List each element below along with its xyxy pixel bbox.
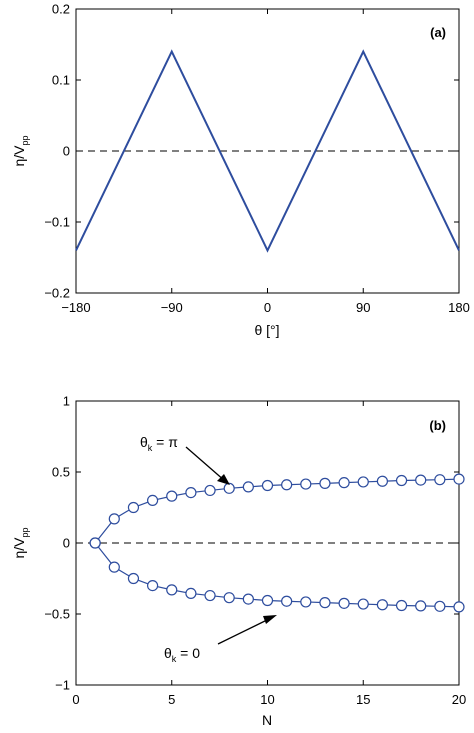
panel-b-series-0-point <box>453 473 465 485</box>
panel-b-series-1-point <box>415 600 427 612</box>
panel-b-series-1-point <box>453 601 465 613</box>
y-tick-label: 0.2 <box>52 2 70 17</box>
panel-b-series-1-point <box>357 598 369 610</box>
y-tick-label: −1 <box>55 678 70 693</box>
panel-b-series-0-point <box>147 494 159 506</box>
panel-b-series-1-point <box>281 595 293 607</box>
panel-b-series-1-point <box>376 599 388 611</box>
panel-b-series-1-point <box>300 596 312 608</box>
panel-b-series-1-point <box>395 599 408 612</box>
panel-a-series-line <box>75 49 460 253</box>
panel-a-label: (a) <box>430 25 446 40</box>
panel-b-series-1-point <box>434 600 446 612</box>
y-tick-label: −0.5 <box>44 607 70 622</box>
panel-b-series-0-point <box>300 478 312 490</box>
panel-b-series-1-point <box>185 587 197 600</box>
annotation-theta-k-0-arrowhead <box>263 615 277 624</box>
panel-b-series-1-point <box>319 597 331 609</box>
y-tick-label: 0 <box>63 144 70 159</box>
panel-b-series-1-point <box>89 537 101 549</box>
x-tick-label: −90 <box>161 300 183 315</box>
panel-b-series-0-point <box>395 474 408 487</box>
panel-b-series-0-point <box>357 476 369 488</box>
x-tick-label: −180 <box>61 300 90 315</box>
x-tick-label: 5 <box>168 692 175 707</box>
panel-b-series-0-point <box>185 486 197 499</box>
panel-b: 0 5 10 15 20 −1 −0.5 0 0.5 1 (b) θk = π θk = 0 N… <box>11 394 466 729</box>
panel-b-series-1-point <box>338 597 350 609</box>
x-tick-label: 0 <box>72 692 79 707</box>
annotation-theta-k-pi-arrowhead <box>217 474 230 485</box>
panel-b-label: (b) <box>429 418 446 433</box>
panel-b-series-0-point <box>166 490 178 502</box>
panel-b-y-axis-label: η/Vpp <box>11 527 30 558</box>
panel-a-x-ticks: −180 −90 0 90 180 <box>61 9 470 315</box>
panel-b-series-0-point <box>415 474 427 486</box>
panel-b-series-1-point <box>166 584 178 596</box>
panel-a-y-axis-label: η/Vpp <box>11 135 30 166</box>
annotation-theta-k-pi-arrow <box>185 446 226 482</box>
panel-b-series-0-point <box>376 475 388 487</box>
x-tick-label: 15 <box>356 692 370 707</box>
panel-b-series-0-point <box>261 479 274 492</box>
panel-b-series-0-point <box>127 501 140 514</box>
annotation-theta-k-0: θk = 0 <box>164 615 277 664</box>
y-tick-label: 1 <box>63 394 70 409</box>
y-tick-label: −0.2 <box>44 286 70 301</box>
panel-b-series-0-point <box>281 479 293 491</box>
panel-b-series-0-point <box>108 513 120 525</box>
y-tick-label: 0.5 <box>52 465 70 480</box>
panel-b-series-1-point <box>204 589 216 602</box>
panel-b-series-0-point <box>242 481 254 493</box>
y-tick-label: 0.1 <box>52 73 70 88</box>
panel-b-x-ticks: 0 5 10 15 20 <box>72 401 466 707</box>
panel-b-y-ticks: −1 −0.5 0 0.5 1 <box>44 394 459 693</box>
x-tick-label: 0 <box>264 300 271 315</box>
annotation-theta-k-pi: θk = π <box>140 434 230 485</box>
panel-b-series-1-point <box>147 579 159 592</box>
x-tick-label: 180 <box>448 300 470 315</box>
x-tick-label: 20 <box>452 692 466 707</box>
panel-b-series-0-point <box>223 482 235 494</box>
panel-b-series-line-0 <box>94 478 460 544</box>
panel-b-series-line-1 <box>94 542 460 608</box>
panel-a-y-ticks: −0.2 −0.1 0 0.1 0.2 <box>44 2 459 301</box>
annotation-theta-k-0-text: θk = 0 <box>164 645 200 664</box>
panel-b-series-1-point <box>127 572 140 585</box>
panel-b-series-0-point <box>434 474 446 486</box>
panel-b-series-0-point <box>319 477 331 489</box>
panel-a: −180 −90 0 90 180 −0.2−0.100.10.2 (a) θ [°] … <box>11 2 470 339</box>
x-tick-label: 10 <box>260 692 274 707</box>
panel-b-series-1-point <box>242 593 254 605</box>
panel-b-series-0-point <box>338 477 350 489</box>
panel-b-series-1-point <box>223 592 235 604</box>
panel-b-x-axis-label: N <box>262 712 272 728</box>
panel-b-series-0-point <box>204 484 216 497</box>
annotation-theta-k-pi-text: θk = π <box>140 434 178 453</box>
panel-a-x-axis-label: θ [°] <box>254 322 279 338</box>
y-tick-label: −0.1 <box>44 215 70 230</box>
annotation-theta-k-0-arrow <box>217 617 272 645</box>
panel-b-series <box>89 473 465 613</box>
y-tick-label: 0 <box>63 536 70 551</box>
panel-b-series-1-point <box>108 561 120 573</box>
panel-b-series-1-point <box>261 594 274 607</box>
x-tick-label: 90 <box>356 300 370 315</box>
